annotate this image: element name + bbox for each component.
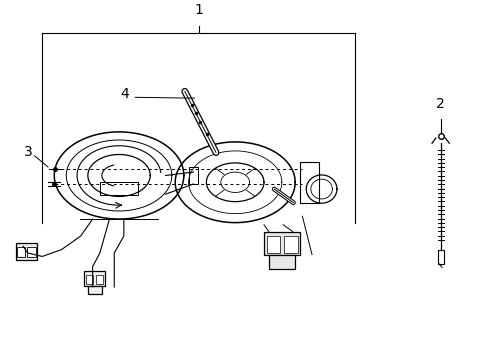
FancyBboxPatch shape [438,250,444,264]
FancyBboxPatch shape [84,271,105,286]
FancyBboxPatch shape [96,275,103,284]
Text: 3: 3 [24,145,33,159]
FancyBboxPatch shape [300,162,319,203]
Text: 2: 2 [436,97,445,111]
FancyBboxPatch shape [100,182,138,195]
Text: 1: 1 [195,3,204,17]
Text: 4: 4 [120,87,129,101]
FancyBboxPatch shape [284,236,298,253]
FancyBboxPatch shape [88,286,102,294]
FancyBboxPatch shape [17,247,25,257]
FancyBboxPatch shape [27,247,36,257]
FancyBboxPatch shape [16,244,37,261]
FancyBboxPatch shape [269,255,295,269]
FancyBboxPatch shape [264,232,300,255]
FancyBboxPatch shape [267,236,280,253]
FancyBboxPatch shape [189,167,198,184]
FancyBboxPatch shape [86,275,93,284]
